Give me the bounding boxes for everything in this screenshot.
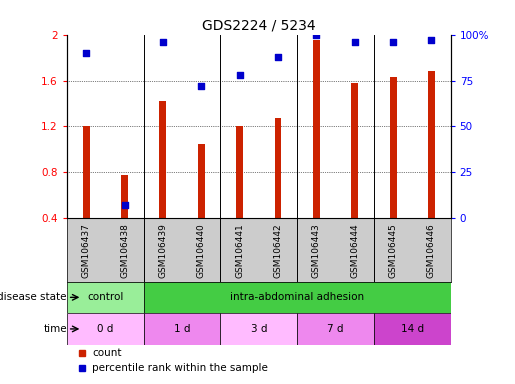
Bar	[428, 71, 435, 218]
Point	[389, 39, 397, 45]
Text: GSM106441: GSM106441	[235, 223, 244, 278]
Point	[427, 37, 436, 43]
Text: GSM106437: GSM106437	[82, 223, 91, 278]
Text: GSM106444: GSM106444	[350, 223, 359, 278]
Text: GSM106443: GSM106443	[312, 223, 321, 278]
Text: count: count	[92, 348, 122, 358]
Point	[274, 53, 282, 60]
Point	[82, 50, 90, 56]
Bar	[144, 281, 451, 313]
Text: 3 d: 3 d	[250, 324, 267, 334]
Point	[235, 72, 244, 78]
Bar	[274, 118, 281, 218]
Point	[197, 83, 205, 89]
Bar	[297, 313, 374, 345]
Text: 1 d: 1 d	[174, 324, 191, 334]
Point	[312, 31, 320, 38]
Bar	[83, 126, 90, 218]
Text: percentile rank within the sample: percentile rank within the sample	[92, 363, 268, 373]
Bar	[67, 313, 144, 345]
Bar	[121, 175, 128, 218]
Point	[351, 39, 359, 45]
Bar	[67, 281, 144, 313]
Text: time: time	[43, 324, 67, 334]
Point	[121, 202, 129, 208]
Text: 14 d: 14 d	[401, 324, 424, 334]
Text: GSM106442: GSM106442	[273, 223, 282, 278]
Bar	[313, 40, 320, 218]
Point	[159, 39, 167, 45]
Text: disease state: disease state	[0, 292, 67, 302]
Text: 0 d: 0 d	[97, 324, 113, 334]
Text: intra-abdominal adhesion: intra-abdominal adhesion	[230, 292, 364, 302]
Text: GSM106446: GSM106446	[427, 223, 436, 278]
Text: GSM106445: GSM106445	[389, 223, 398, 278]
Bar	[160, 101, 166, 218]
Text: control: control	[87, 292, 124, 302]
Title: GDS2224 / 5234: GDS2224 / 5234	[202, 18, 316, 32]
Bar	[236, 126, 243, 218]
Bar	[351, 83, 358, 218]
Text: 7 d: 7 d	[327, 324, 344, 334]
Bar	[390, 77, 397, 218]
Text: GSM106438: GSM106438	[120, 223, 129, 278]
Bar	[220, 313, 297, 345]
Text: GSM106440: GSM106440	[197, 223, 205, 278]
Bar	[198, 144, 204, 218]
Bar	[144, 313, 220, 345]
Text: GSM106439: GSM106439	[159, 223, 167, 278]
Bar	[374, 313, 451, 345]
